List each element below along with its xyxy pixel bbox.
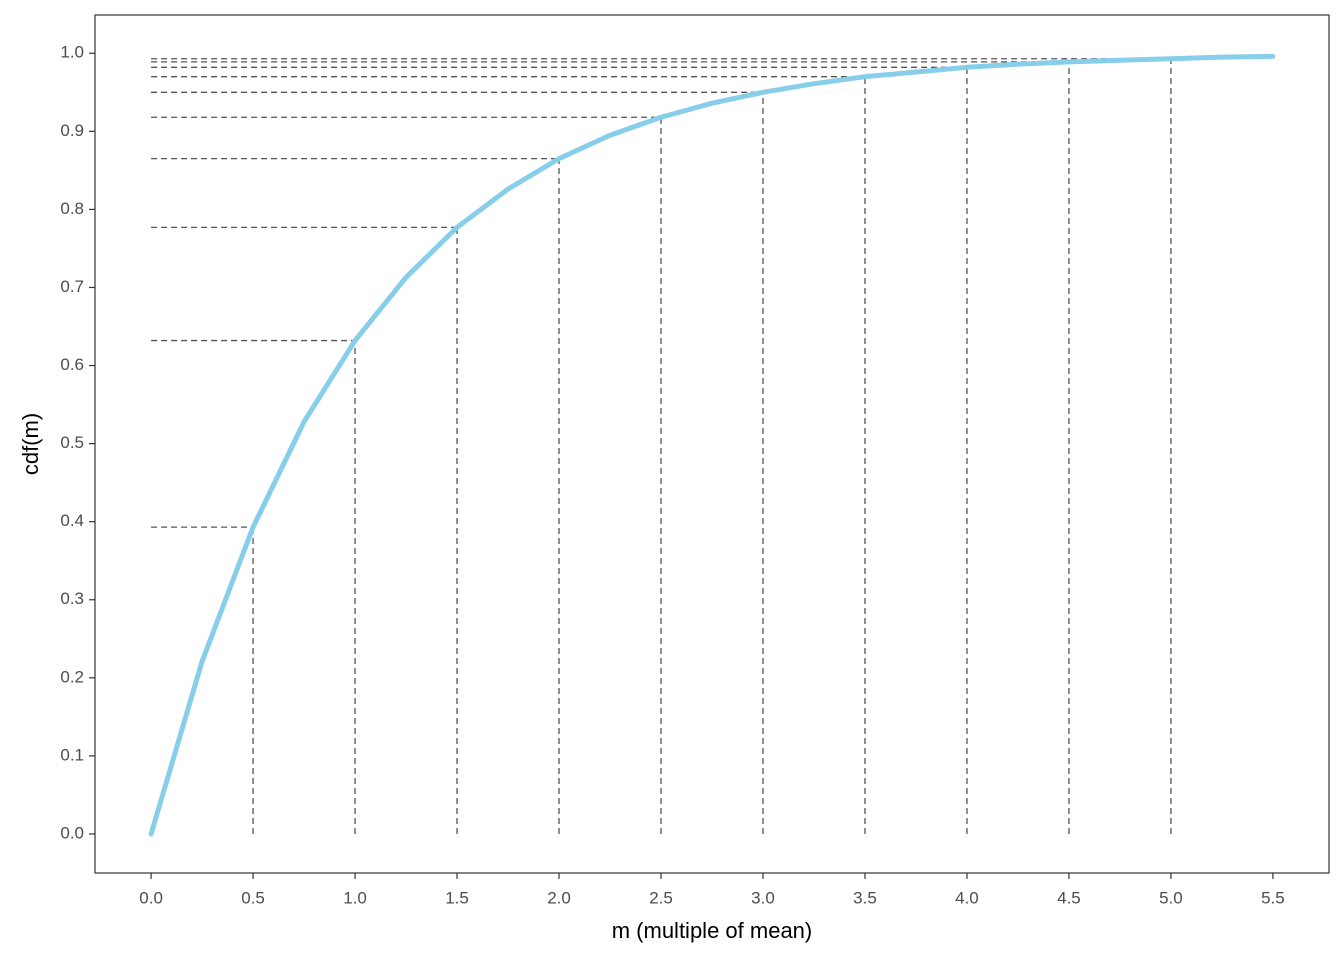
data-line xyxy=(148,53,1276,837)
y-tick-label: 1.0 xyxy=(60,43,84,62)
y-tick-label: 0.6 xyxy=(60,355,84,374)
y-tick-label: 0.8 xyxy=(60,199,84,218)
x-axis-title: m (multiple of mean) xyxy=(612,918,813,943)
y-tick-label: 0.4 xyxy=(60,511,84,530)
x-tick-label: 3.5 xyxy=(853,888,877,907)
x-tick-label: 5.0 xyxy=(1159,888,1183,907)
y-tick-label: 0.9 xyxy=(60,121,84,140)
y-axis-title: cdf(m) xyxy=(18,413,43,475)
x-tick-label: 1.0 xyxy=(343,888,367,907)
y-tick-label: 0.5 xyxy=(60,433,84,452)
x-tick-label: 4.5 xyxy=(1057,888,1081,907)
x-tick-label: 0.5 xyxy=(241,888,265,907)
x-tick-label: 4.0 xyxy=(955,888,979,907)
x-tick-label: 2.5 xyxy=(649,888,673,907)
y-tick-label: 0.1 xyxy=(60,745,84,764)
x-tick-label: 0.0 xyxy=(139,888,163,907)
x-tick-label: 2.0 xyxy=(547,888,571,907)
panel xyxy=(94,14,1330,874)
y-tick-label: 0.2 xyxy=(60,667,84,686)
x-tick-label: 3.0 xyxy=(751,888,775,907)
x-tick-label: 5.5 xyxy=(1261,888,1285,907)
y-tick-label: 0.3 xyxy=(60,589,84,608)
y-tick-label: 0.7 xyxy=(60,277,84,296)
y-tick-label: 0.0 xyxy=(60,823,84,842)
x-tick-label: 1.5 xyxy=(445,888,469,907)
